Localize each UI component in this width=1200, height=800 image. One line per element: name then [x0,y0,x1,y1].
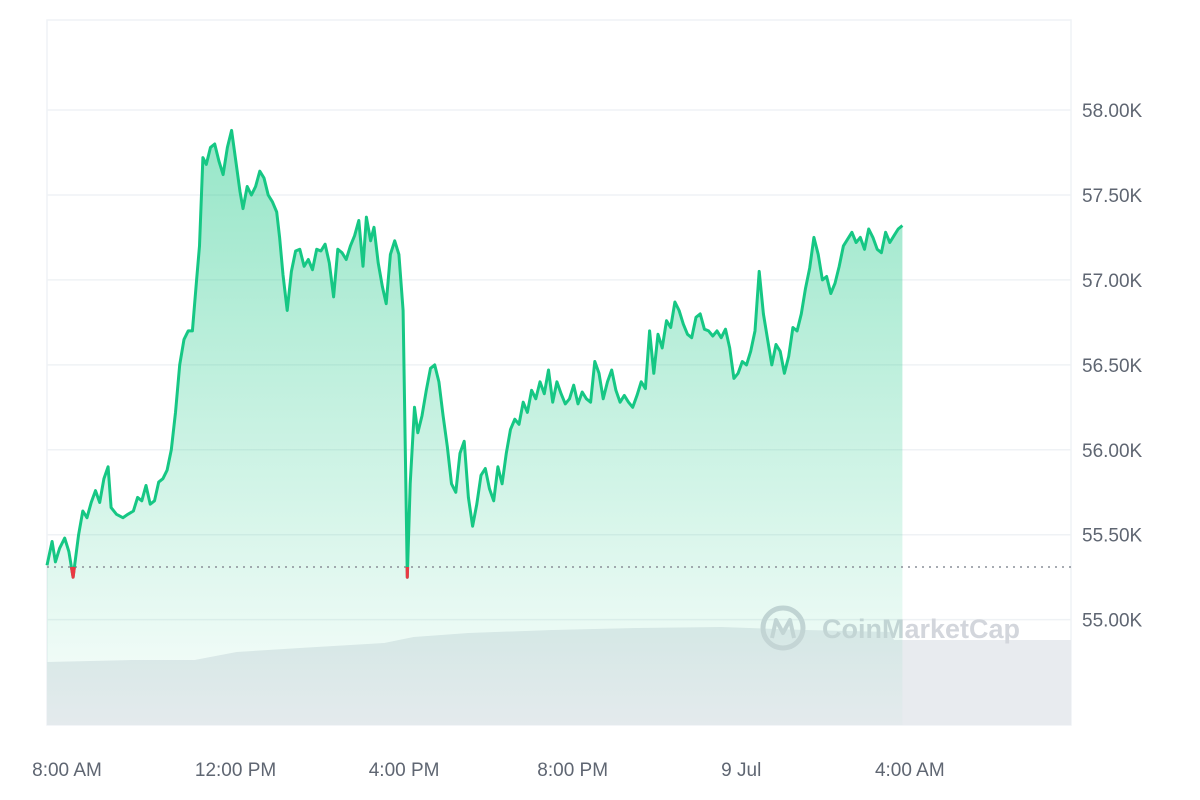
y-tick-label-5: 55.50K [1082,526,1143,547]
y-axis-ticks: 58.00K 57.50K 57.00K 56.50K 56.00K 55.50K 55.0… [1082,101,1143,632]
y-tick-label-4: 56.00K [1082,441,1143,462]
x-tick-label-0: 8:00 AM [32,760,102,781]
y-tick-label-6: 55.00K [1082,611,1143,632]
y-tick-label-3: 56.50K [1082,356,1143,377]
min-marker-86 [405,566,410,579]
price-line [45,128,904,579]
y-tick-label-2: 57.00K [1082,271,1143,292]
min-marker-6 [69,566,76,579]
x-tick-label-4: 9 Jul [721,760,761,781]
y-tick-label-0: 58.00K [1082,101,1143,122]
y-tick-label-1: 57.50K [1082,186,1143,207]
x-tick-label-3: 8:00 PM [537,760,608,781]
x-tick-label-1: 12:00 PM [195,760,276,781]
min-markers [69,566,410,579]
price-area-fill [47,130,903,725]
x-tick-label-2: 4:00 PM [369,760,440,781]
x-axis-ticks: 8:00 AM 12:00 PM 4:00 PM 8:00 PM 9 Jul 4:00 A… [32,760,945,781]
x-tick-label-5: 4:00 AM [875,760,945,781]
